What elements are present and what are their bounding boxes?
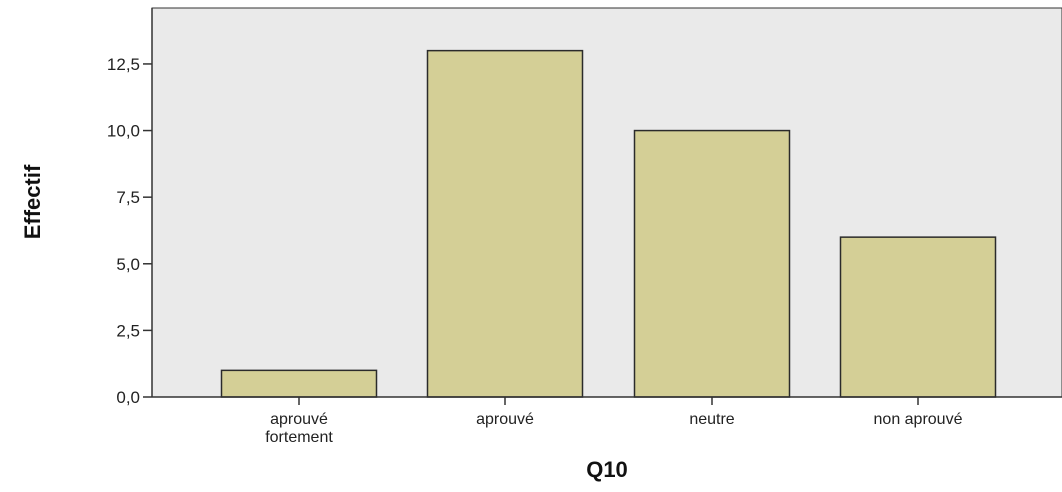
x-axis-title: Q10: [586, 457, 628, 482]
x-axis: aprouvé fortement aprouvé neutre non aprouvé: [152, 396, 1062, 446]
x-category-label: neutre: [689, 411, 734, 428]
x-category-label: non aprouvé: [874, 411, 963, 428]
y-tick-label: 2,5: [116, 321, 140, 340]
y-axis: 0,0 2,5 5,0 7,5 10,0 12,5: [107, 8, 153, 407]
y-tick-label: 0,0: [116, 388, 140, 407]
x-category-label: aprouvé: [476, 411, 534, 428]
bar-4: [839, 236, 997, 398]
y-tick-label: 5,0: [116, 255, 140, 274]
y-tick-label: 12,5: [107, 55, 140, 74]
y-axis-title: Effectif: [20, 164, 45, 239]
y-tick-label: 7,5: [116, 188, 140, 207]
bar-2: [426, 49, 584, 398]
y-tick-label: 10,0: [107, 122, 140, 141]
bar-1: [220, 369, 378, 398]
bar-3: [633, 129, 791, 398]
x-category-label: aprouvé fortement: [265, 411, 333, 446]
